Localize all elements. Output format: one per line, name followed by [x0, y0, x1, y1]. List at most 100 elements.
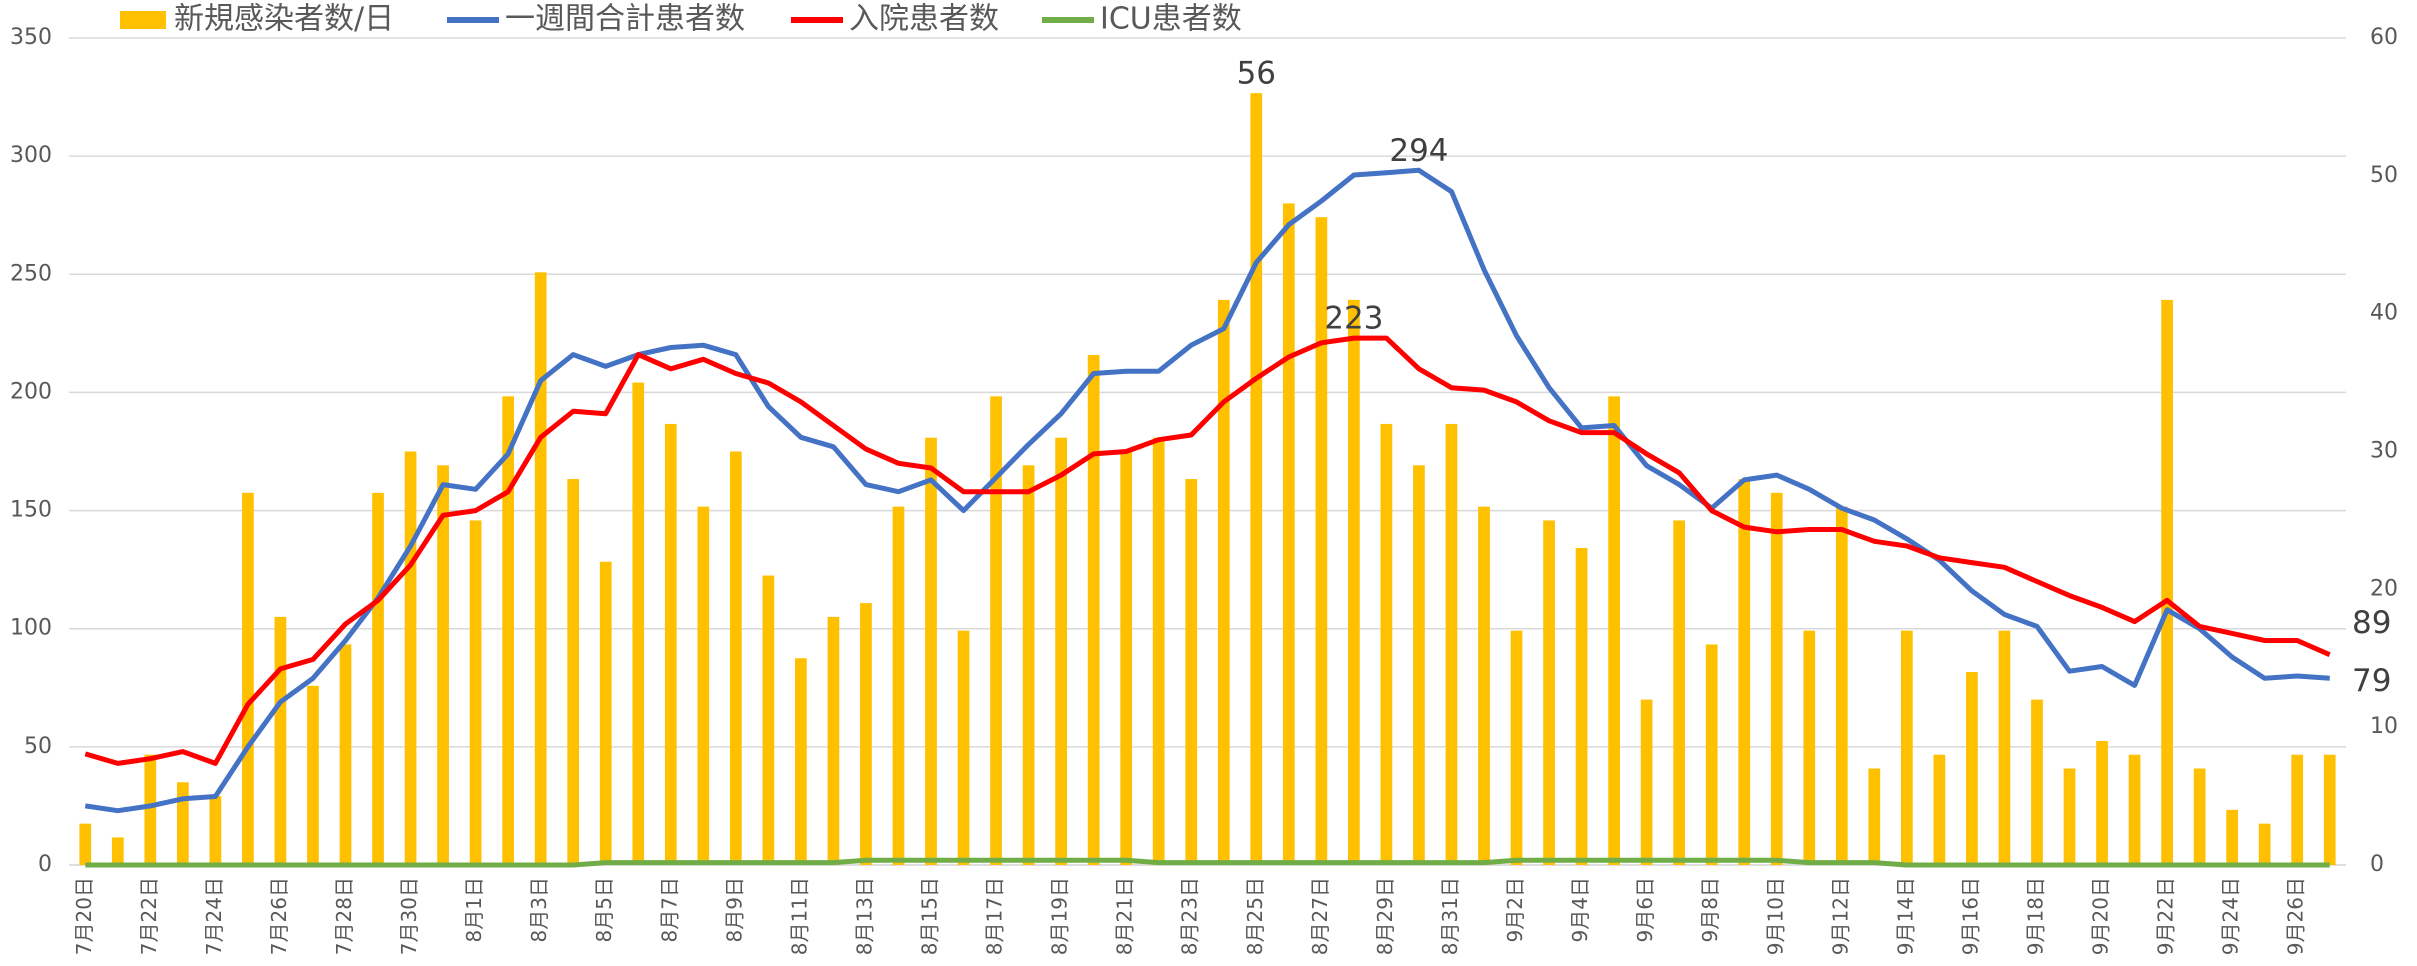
bar: [1478, 506, 1490, 865]
bar: [1282, 203, 1295, 865]
bar: [1966, 672, 1978, 865]
bar: [957, 630, 970, 865]
x-tick-label: 8月27日: [1308, 877, 1332, 955]
bar: [2063, 768, 2076, 865]
legend-swatch: [120, 11, 166, 29]
bar: [1673, 520, 1686, 865]
line: [85, 857, 2330, 868]
bar: [1022, 465, 1035, 865]
bar: [729, 451, 742, 865]
y-tick-label: 100: [10, 616, 52, 641]
x-tick-label: 8月29日: [1373, 877, 1397, 955]
bar: [567, 479, 580, 865]
bar: [502, 396, 514, 865]
bar: [242, 492, 254, 865]
y2-tick-label: 20: [2370, 576, 2398, 601]
bar: [1998, 630, 2011, 865]
x-tick-label: 8月3日: [527, 877, 551, 942]
bar: [1543, 520, 1555, 865]
bar: [1575, 547, 1588, 865]
x-tick-label: 9月10日: [1763, 877, 1787, 955]
y2-tick-label: 50: [2370, 163, 2398, 188]
bar: [2226, 809, 2239, 865]
bar: [1803, 630, 1816, 865]
x-tick-label: 9月12日: [1828, 877, 1852, 955]
x-tick-label: 8月21日: [1113, 877, 1137, 955]
x-tick-label: 9月16日: [1958, 877, 1982, 955]
y-tick-label: 250: [10, 261, 52, 286]
y-tick-label: 300: [10, 143, 52, 168]
legend-label: 新規感染者数/日: [174, 2, 394, 37]
x-tick-label: 8月25日: [1243, 877, 1267, 955]
bar: [1901, 630, 1913, 865]
bar: [1315, 217, 1328, 865]
y-tick-label: 50: [24, 734, 52, 759]
y2-tick-label: 30: [2370, 439, 2398, 464]
bar: [1152, 437, 1165, 865]
bar: [469, 520, 482, 865]
bar: [860, 603, 872, 865]
bar: [1380, 423, 1393, 865]
bar: [274, 616, 287, 865]
bar: [1705, 644, 1718, 865]
x-tick-label: 7月26日: [267, 877, 291, 955]
bar: [2323, 754, 2336, 865]
data-label: 294: [1389, 133, 1448, 169]
bar: [176, 782, 189, 865]
bar: [762, 575, 775, 865]
bar: [209, 796, 222, 865]
bar: [1868, 768, 1881, 865]
bar: [144, 754, 157, 865]
y2-tick-label: 60: [2370, 25, 2398, 50]
bar: [795, 658, 807, 865]
bar: [339, 644, 352, 865]
x-tick-label: 7月28日: [332, 877, 356, 955]
y-tick-label: 150: [10, 498, 52, 523]
x-tick-label: 9月4日: [1568, 877, 1592, 942]
y-tick-label: 350: [10, 25, 52, 50]
bar: [1185, 479, 1198, 865]
x-tick-label: 9月24日: [2219, 877, 2243, 955]
bar: [1217, 299, 1230, 866]
x-tick-label: 9月8日: [1698, 877, 1722, 942]
bar: [1770, 492, 1783, 865]
bar: [2258, 823, 2271, 865]
x-tick-label: 8月9日: [722, 877, 746, 942]
bar: [599, 561, 612, 865]
bar: [2161, 299, 2173, 866]
bar: [892, 506, 905, 865]
x-tick-label: 8月7日: [657, 877, 681, 942]
x-tick-label: 7月24日: [202, 877, 226, 955]
x-tick-label: 9月2日: [1503, 877, 1527, 942]
y2-tick-label: 10: [2370, 714, 2398, 739]
bar: [1087, 355, 1100, 865]
bar: [2096, 740, 2108, 865]
x-tick-label: 8月19日: [1048, 877, 1072, 955]
bar: [1348, 299, 1360, 866]
y-tick-label: 0: [38, 852, 52, 877]
bar: [111, 837, 124, 865]
x-tick-label: 8月31日: [1438, 877, 1462, 955]
y2-tick-label: 0: [2370, 852, 2384, 877]
x-tick-label: 8月13日: [852, 877, 876, 955]
legend-label: 入院患者数: [849, 2, 999, 37]
x-tick-label: 9月6日: [1633, 877, 1657, 942]
line: [84, 167, 2330, 814]
bar: [664, 423, 677, 865]
data-label: 79: [2352, 663, 2391, 699]
bar: [2031, 699, 2043, 865]
y2-tick-label: 40: [2370, 301, 2398, 326]
bar: [1445, 423, 1458, 865]
bar: [372, 492, 384, 865]
x-tick-label: 8月5日: [592, 877, 616, 942]
x-tick-label: 8月1日: [462, 877, 486, 942]
x-tick-label: 9月26日: [2284, 877, 2308, 955]
bar: [925, 437, 937, 865]
bar: [827, 616, 840, 865]
y-tick-label: 200: [10, 379, 52, 404]
bar: [1413, 465, 1425, 865]
bar: [79, 823, 92, 865]
legend-label: 一週間合計患者数: [505, 2, 745, 37]
